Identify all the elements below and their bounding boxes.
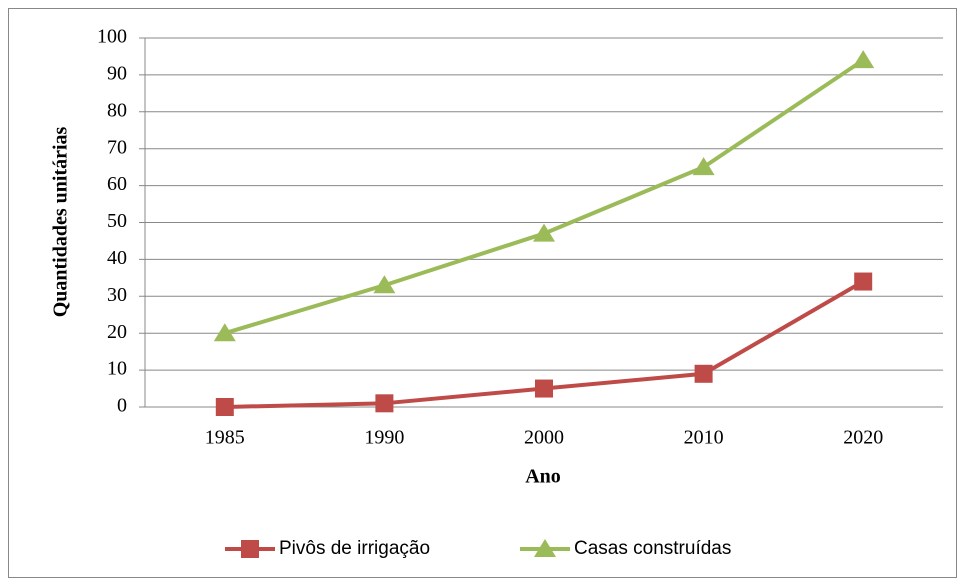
legend: Pivôs de irrigação Casas construídas bbox=[225, 538, 731, 559]
y-tick-label: 10 bbox=[107, 358, 127, 380]
marker bbox=[213, 323, 236, 342]
x-tick-label: 1990 bbox=[364, 427, 404, 449]
y-tick-label: 100 bbox=[97, 26, 127, 48]
marker bbox=[854, 272, 873, 291]
y-tick-label: 30 bbox=[107, 284, 127, 306]
x-tick-label: 2020 bbox=[843, 427, 883, 449]
legend-marker bbox=[534, 539, 556, 557]
x-tick-label: 2010 bbox=[684, 427, 724, 449]
y-tick-label: 0 bbox=[117, 395, 127, 417]
legend-label: Pivôs de irrigação bbox=[279, 538, 430, 559]
x-tick-label: 2000 bbox=[524, 427, 564, 449]
marker bbox=[373, 275, 396, 294]
y-tick-label: 70 bbox=[107, 136, 127, 158]
marker bbox=[692, 157, 715, 176]
y-tick-label: 90 bbox=[107, 62, 127, 84]
marker bbox=[533, 223, 555, 242]
y-axis-title: Quantidades unitárias bbox=[50, 126, 72, 317]
x-axis-title: Ano bbox=[525, 466, 561, 488]
marker bbox=[694, 364, 713, 383]
marker bbox=[535, 379, 553, 398]
y-tick-label: 60 bbox=[107, 173, 127, 195]
y-tick-label: 20 bbox=[107, 321, 127, 343]
legend-label: Casas construídas bbox=[574, 538, 731, 559]
marker bbox=[375, 394, 394, 413]
marker bbox=[852, 50, 875, 69]
marker bbox=[215, 398, 234, 416]
y-tick-label: 50 bbox=[107, 210, 127, 232]
y-tick-label: 40 bbox=[107, 247, 127, 269]
y-tick-label: 80 bbox=[107, 99, 127, 121]
legend-marker bbox=[241, 540, 259, 558]
x-tick-label: 1985 bbox=[205, 427, 245, 449]
